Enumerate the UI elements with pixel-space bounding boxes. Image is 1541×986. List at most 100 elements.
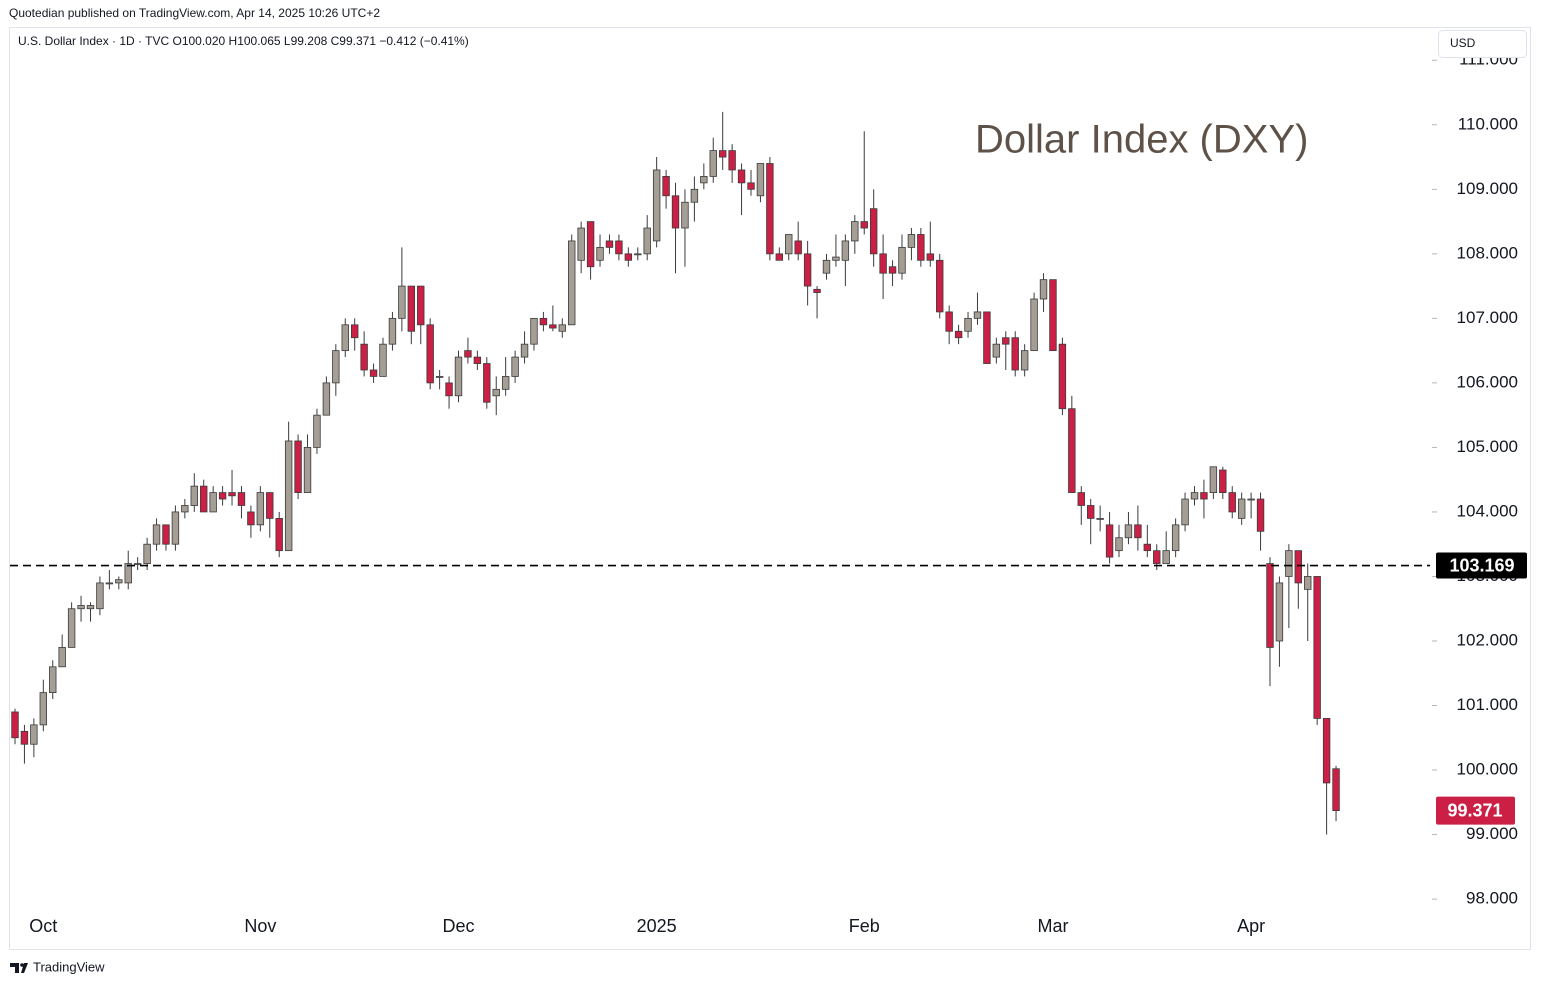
candle-body	[983, 311, 991, 364]
candle-body	[1049, 279, 1057, 352]
y-tick-label: 102.000	[1457, 630, 1518, 649]
candle-body	[417, 285, 425, 326]
candle-body	[785, 234, 793, 255]
candle-body	[917, 234, 925, 261]
candle-body	[181, 505, 189, 513]
candle-body	[973, 311, 982, 319]
candle-body	[360, 343, 368, 371]
candle-body	[1275, 582, 1284, 642]
candle-body	[143, 543, 151, 564]
candle-body	[200, 485, 208, 513]
candle-body	[218, 492, 227, 500]
candle-body	[1077, 492, 1085, 506]
candle-body	[1115, 537, 1123, 552]
candle-body	[539, 317, 548, 326]
candle-body	[473, 356, 482, 364]
candle-body	[152, 524, 161, 545]
candle-body	[322, 382, 331, 416]
candle-body	[596, 246, 604, 261]
candle-body	[936, 259, 944, 313]
currency-label[interactable]: USD	[1450, 36, 1476, 50]
candle-body	[228, 492, 236, 497]
candle-body	[888, 266, 897, 274]
x-tick-label: Mar	[1037, 916, 1068, 936]
candle-body	[1020, 350, 1029, 371]
candle-body	[841, 240, 850, 261]
candle-body	[568, 240, 576, 326]
candle-body	[332, 350, 340, 384]
footer: TradingView	[33, 959, 105, 974]
candle-body	[558, 324, 566, 332]
candle-body	[1332, 768, 1340, 812]
candle-body	[492, 388, 500, 397]
candle-body	[501, 376, 510, 390]
candle-body	[1143, 543, 1152, 552]
candle-body	[860, 221, 868, 229]
candle-body	[388, 317, 397, 345]
candle-body	[907, 234, 916, 248]
candle-body	[1124, 524, 1133, 539]
candle-body	[86, 605, 95, 610]
candle-body	[77, 605, 85, 610]
candle-body	[1058, 343, 1067, 410]
candle-body	[11, 711, 19, 739]
candle-body	[511, 356, 519, 377]
candle-body	[586, 221, 595, 268]
panel-border	[9, 27, 1531, 950]
candle-body	[737, 169, 746, 184]
candle-body	[1209, 466, 1218, 493]
candle-body	[634, 253, 642, 256]
candle-body	[662, 176, 670, 197]
candle-body	[294, 440, 302, 493]
candle-body	[1228, 492, 1236, 513]
last-price-box	[1436, 796, 1515, 825]
chart-title: Dollar Index (DXY)	[975, 118, 1308, 162]
candle-body	[766, 163, 774, 255]
currency-button[interactable]	[1438, 30, 1527, 58]
candle-body	[1190, 492, 1199, 500]
y-tick-label: 106.000	[1457, 372, 1518, 391]
candle-body	[115, 579, 123, 584]
candle-body	[898, 246, 906, 274]
candle-body	[237, 492, 246, 506]
support-label: 103.169	[1449, 555, 1514, 575]
candle-body	[266, 492, 274, 519]
y-tick-label: 99.000	[1466, 824, 1518, 843]
candle-body	[483, 363, 491, 403]
candle-body	[681, 201, 689, 229]
candle-body	[605, 240, 614, 248]
candle-body	[209, 492, 217, 513]
tradingview-logo	[10, 963, 28, 973]
candle-body	[190, 485, 198, 506]
candle-body	[407, 285, 416, 332]
candle-body	[926, 253, 934, 261]
plot: 98.00099.000100.000101.000102.000103.000…	[10, 50, 1527, 936]
x-tick-label: Dec	[442, 916, 474, 936]
y-tick-label: 98.000	[1466, 889, 1518, 908]
x-tick-label: Oct	[29, 916, 57, 936]
candle-body	[1030, 298, 1038, 352]
candle-body	[1039, 279, 1048, 300]
candle-body	[1096, 517, 1104, 520]
candle-body	[615, 240, 623, 255]
candle-body	[1181, 498, 1189, 526]
candle-body	[1068, 408, 1076, 493]
candle-body	[1011, 337, 1019, 371]
candle-body	[1153, 550, 1161, 564]
candle-body	[171, 511, 180, 545]
y-tick-label: 109.000	[1457, 179, 1518, 198]
candle-body	[1285, 550, 1293, 577]
candle-body	[671, 195, 680, 229]
logo-dot	[20, 963, 24, 967]
y-tick-label: 101.000	[1457, 695, 1518, 714]
candle-body	[435, 376, 444, 378]
candle-body	[1105, 524, 1114, 558]
support-label-box	[1436, 552, 1527, 579]
last-price-label: 99.371	[1447, 800, 1502, 820]
candle-body	[1304, 576, 1312, 590]
candle-body	[398, 285, 406, 319]
candle-body	[1219, 469, 1227, 493]
y-tick-label: 110.000	[1458, 114, 1518, 133]
